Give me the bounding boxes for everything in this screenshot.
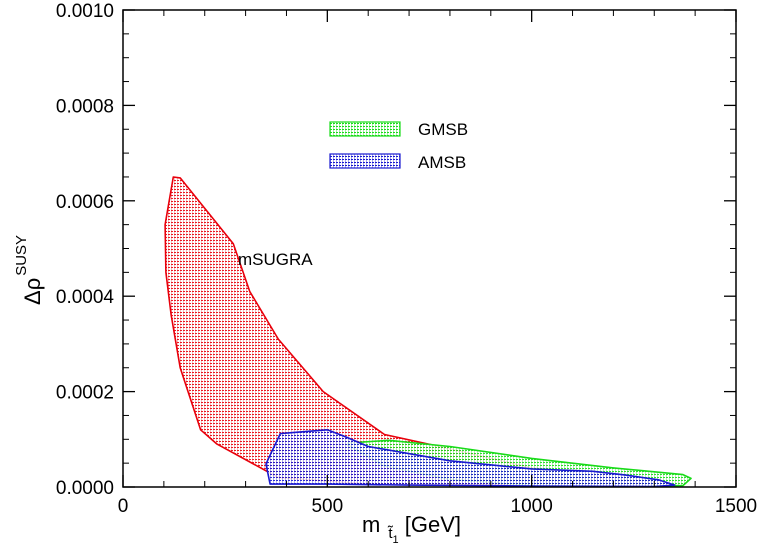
region-amsb <box>265 428 676 488</box>
legend-swatch-gmsb <box>329 121 401 137</box>
y-tick-label: 0.0006 <box>56 192 114 213</box>
legend-swatch-amsb <box>329 153 401 169</box>
legend-label-gmsb: GMSB <box>418 120 468 139</box>
x-tick-label: 0 <box>118 496 129 517</box>
x-axis-title: m t̃1 [GeV] <box>362 512 461 545</box>
x-tick-label: 500 <box>311 496 343 517</box>
legend-label-amsb: AMSB <box>418 153 466 172</box>
region-msugra <box>164 176 643 487</box>
y-axis-title: ΔρSUSY <box>13 235 45 305</box>
x-tick-label: 1500 <box>715 496 757 517</box>
y-tick-label: 0.0000 <box>56 478 114 499</box>
x-tick-label: 1000 <box>511 496 553 517</box>
legend: GMSB AMSB <box>329 120 468 172</box>
series-layer <box>164 176 692 488</box>
annotation-msugra: mSUGRA <box>238 250 313 269</box>
y-tick-label: 0.0002 <box>56 383 114 404</box>
y-tick-label: 0.0010 <box>56 1 114 22</box>
y-tick-label: 0.0008 <box>56 96 114 117</box>
ticks-layer: 0 500 1000 1500 0.0000 0.0002 0.0004 0.0006 0.00… <box>56 1 757 517</box>
y-tick-label: 0.0004 <box>56 287 115 308</box>
